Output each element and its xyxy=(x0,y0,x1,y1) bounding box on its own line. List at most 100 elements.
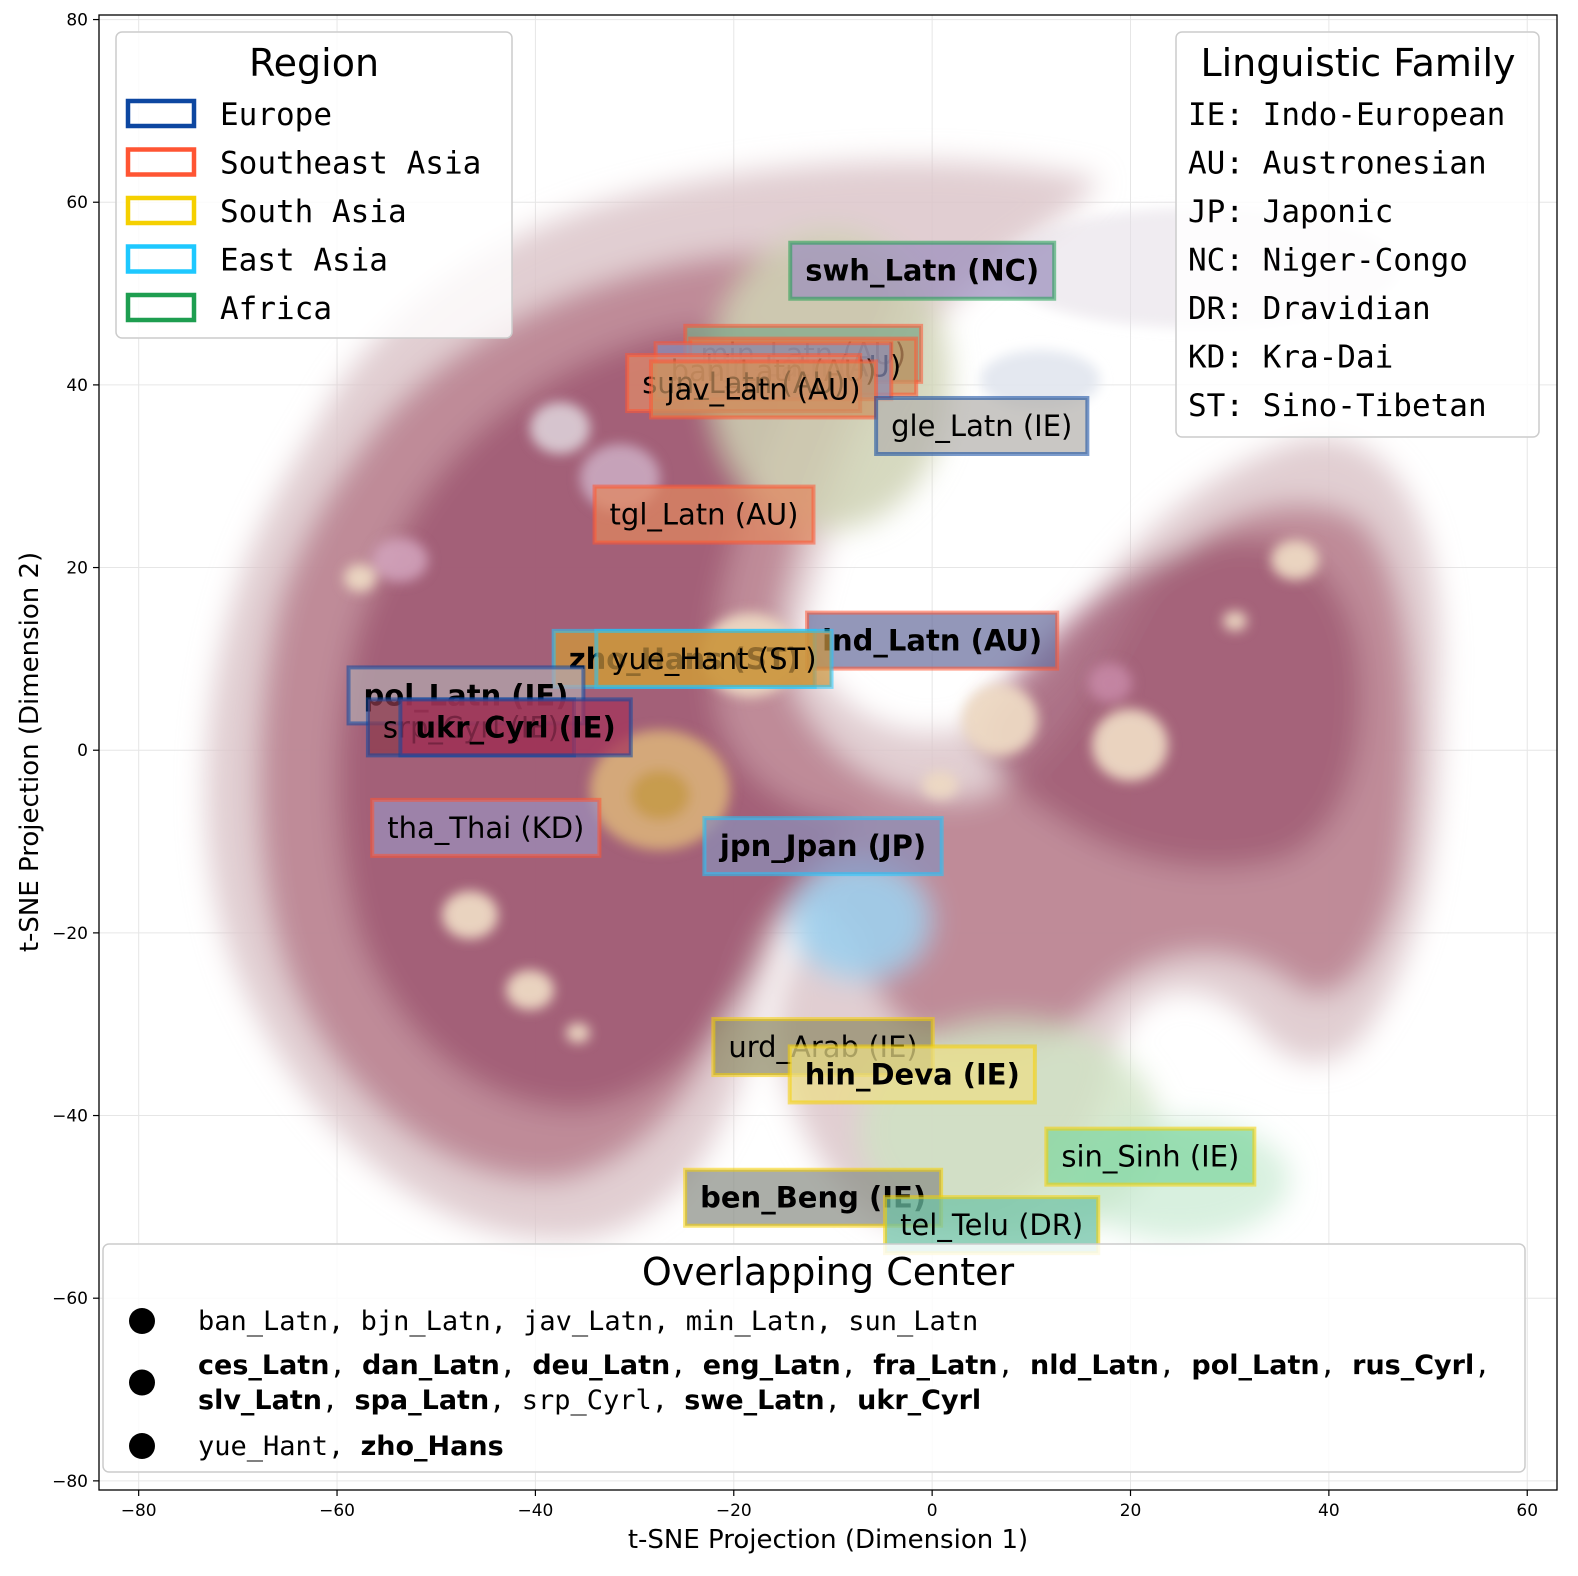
language-point-label: tel_Telu (DR) xyxy=(900,1208,1083,1242)
overlap-language: slv_Latn xyxy=(198,1385,322,1416)
family-legend-title: Linguistic Family xyxy=(1200,41,1515,85)
y-tick-label: 40 xyxy=(66,376,88,396)
overlap-legend: Overlapping Center ban_Latn, bjn_Latn, j… xyxy=(102,1243,1526,1473)
overlap-bullet xyxy=(129,1308,155,1334)
overlap-bullet xyxy=(129,1369,155,1396)
language-point-label: tgl_Latn (AU) xyxy=(610,498,799,532)
language-point-box xyxy=(648,359,879,420)
language-point-box xyxy=(874,395,1090,456)
region-legend-label: East Asia xyxy=(220,243,388,279)
overlap-language: yue_Hant xyxy=(198,1431,328,1462)
overlap-language: fra_Latn xyxy=(873,1350,997,1381)
overlap-language: ban_Latn xyxy=(198,1306,328,1337)
overlap-language: zho_Hans xyxy=(361,1431,504,1462)
x-tick-label: −80 xyxy=(121,1501,157,1521)
x-tick-label: −40 xyxy=(517,1501,553,1521)
y-tick-label: −40 xyxy=(52,1107,88,1127)
overlap-language: swe_Latn xyxy=(684,1385,824,1416)
language-point-label: hin_Deva (IE) xyxy=(805,1057,1020,1091)
family-legend-entry: DR: Dravidian xyxy=(1188,291,1431,327)
region-legend-title: Region xyxy=(249,41,379,85)
y-tick-label: −20 xyxy=(52,924,88,944)
region-swatch xyxy=(125,98,197,129)
x-axis-title: t-SNE Projection (Dimension 1) xyxy=(628,1525,1028,1555)
family-legend: Linguistic Family IE: Indo-European AU: A… xyxy=(1175,31,1540,438)
x-tick-label: 20 xyxy=(1120,1501,1142,1521)
language-point: tha_Thai (KD) xyxy=(370,797,602,858)
overlap-language: spa_Latn xyxy=(355,1385,490,1416)
language-point: yue_Hant (ST) xyxy=(594,628,834,689)
language-point: tgl_Latn (AU) xyxy=(592,484,816,545)
language-point: ind_Latn (AU) xyxy=(805,610,1060,671)
overlap-language: eng_Latn xyxy=(703,1350,841,1381)
y-tick-label: −80 xyxy=(52,1472,88,1492)
x-tick-label: 0 xyxy=(927,1501,938,1521)
y-axis-ticks: −80 −60 −40 −20 0 20 40 60 80 xyxy=(52,11,99,1492)
family-legend-entry: ST: Sino-Tibetan xyxy=(1188,388,1487,424)
region-legend-label: South Asia xyxy=(220,194,407,230)
overlap-bullet xyxy=(129,1433,155,1459)
language-point: sin_Sinh (IE) xyxy=(1044,1126,1257,1187)
overlap-legend-title: Overlapping Center xyxy=(642,1250,1015,1294)
language-point-label: gle_Latn (IE) xyxy=(891,409,1072,443)
plot-frame xyxy=(98,14,1558,1491)
overlap-language: dan_Latn xyxy=(362,1350,500,1381)
language-point-box xyxy=(1044,1126,1257,1187)
language-point-label: swh_Latn (NC) xyxy=(805,254,1039,288)
family-legend-entry: NC: Niger-Congo xyxy=(1188,243,1468,279)
language-point-label: sin_Sinh (IE) xyxy=(1061,1140,1239,1174)
language-point: hin_Deva (IE) xyxy=(787,1044,1037,1105)
language-point-label: jpn_Jpan (JP) xyxy=(719,829,926,863)
region-swatch xyxy=(125,292,197,323)
family-legend-entry: IE: Indo-European xyxy=(1188,97,1505,133)
language-point-box xyxy=(702,816,944,877)
language-point-label: ukr_Cyrl (IE) xyxy=(415,710,615,744)
overlap-language: deu_Latn xyxy=(532,1350,670,1381)
x-axis-ticks: −80 −60 −40 −20 0 20 40 60 xyxy=(121,1490,1538,1521)
region-swatch xyxy=(125,195,197,226)
language-point-box xyxy=(788,240,1057,301)
y-axis-title: t-SNE Projection (Dimension 2) xyxy=(15,552,45,952)
overlap-language: bjn_Latn xyxy=(361,1306,491,1337)
x-tick-label: 60 xyxy=(1516,1501,1538,1521)
overlap-group-line: ces_Latn, dan_Latn, deu_Latn, eng_Latn, … xyxy=(198,1350,1490,1381)
y-tick-label: 80 xyxy=(66,11,88,31)
language-point: jav_Latn (AU) xyxy=(648,359,879,420)
y-tick-label: 0 xyxy=(77,741,88,761)
x-tick-label: −60 xyxy=(319,1501,355,1521)
language-labels: swh_Latn (NC)min_Latn (AU)bjn_Latn (AU)b… xyxy=(346,240,1257,1256)
language-point: gle_Latn (IE) xyxy=(874,395,1090,456)
region-swatch xyxy=(125,244,197,274)
overlap-language: ukr_Cyrl xyxy=(857,1385,981,1416)
overlap-language: nld_Latn xyxy=(1030,1350,1159,1381)
overlap-group-line: yue_Hant, zho_Hans xyxy=(198,1431,504,1462)
overlap-group-line: ban_Latn, bjn_Latn, jav_Latn, min_Latn, … xyxy=(198,1306,978,1337)
y-tick-label: −60 xyxy=(52,1289,88,1309)
region-legend-label: Europe xyxy=(220,97,332,133)
overlap-language: min_Latn xyxy=(686,1306,816,1337)
region-legend-label: Africa xyxy=(220,291,332,327)
region-legend-label: Southeast Asia xyxy=(220,146,481,182)
language-point-box xyxy=(398,697,633,758)
language-point-box xyxy=(787,1044,1037,1105)
family-legend-entry: JP: Japonic xyxy=(1188,194,1393,230)
language-point: jpn_Jpan (JP) xyxy=(702,816,944,877)
family-legend-entry: AU: Austronesian xyxy=(1188,146,1487,182)
language-point: ukr_Cyrl (IE) xyxy=(398,697,633,758)
region-legend: Region Europe Southeast Asia South Asia Eas… xyxy=(115,31,513,339)
language-point-label: ind_Latn (AU) xyxy=(822,624,1042,658)
x-tick-label: −20 xyxy=(716,1501,752,1521)
language-point-box xyxy=(370,797,602,858)
language-point-label: jav_Latn (AU) xyxy=(665,372,860,406)
overlap-language: jav_Latn xyxy=(523,1306,653,1337)
overlap-language: ces_Latn xyxy=(198,1350,329,1381)
family-legend-entry: KD: Kra-Dai xyxy=(1188,340,1393,376)
language-point: swh_Latn (NC) xyxy=(788,240,1057,301)
language-point-box xyxy=(805,610,1060,671)
language-point-box xyxy=(594,628,834,689)
x-tick-label: 40 xyxy=(1318,1501,1340,1521)
overlap-group-line: slv_Latn, spa_Latn, srp_Cyrl, swe_Latn, … xyxy=(198,1385,981,1416)
overlap-language: pol_Latn xyxy=(1191,1350,1319,1381)
language-point-label: yue_Hant (ST) xyxy=(611,642,816,676)
